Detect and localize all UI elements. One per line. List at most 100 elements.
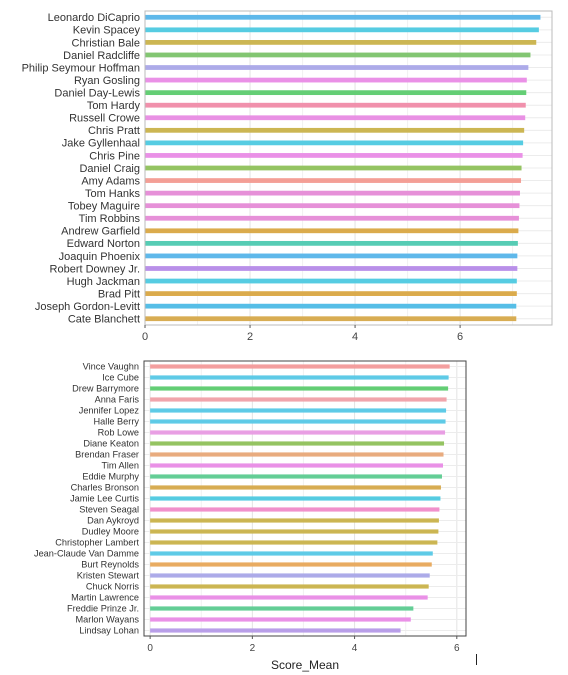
category-label: Drew Barrymore <box>72 384 139 394</box>
bar <box>145 215 519 221</box>
x-tick-label: 4 <box>352 331 358 343</box>
category-label: Edward Norton <box>67 238 140 250</box>
category-label: Christopher Lambert <box>55 538 139 548</box>
category-label: Tobey Maguire <box>68 201 140 213</box>
x-tick-label: 0 <box>147 643 153 654</box>
category-label: Hugh Jackman <box>67 276 140 288</box>
bar <box>145 253 518 259</box>
category-label: Vince Vaughn <box>83 362 139 372</box>
bar <box>145 190 520 196</box>
bar <box>145 140 524 146</box>
category-label: Russell Crowe <box>69 113 140 125</box>
x-tick-label: 4 <box>352 643 358 654</box>
x-tick-label: 2 <box>250 643 256 654</box>
category-label: Tim Robbins <box>79 213 141 225</box>
category-label: Ice Cube <box>102 373 139 383</box>
category-label: Ryan Gosling <box>74 75 140 87</box>
bar <box>145 291 517 296</box>
x-tick-label: 6 <box>457 331 463 343</box>
bar <box>150 474 442 479</box>
category-label: Halle Berry <box>94 417 140 427</box>
bar <box>145 303 517 309</box>
category-label: Robert Downey Jr. <box>50 263 140 275</box>
category-label: Amy Adams <box>81 175 140 187</box>
category-label: Cate Blanchett <box>68 314 140 326</box>
bar <box>150 518 439 523</box>
category-label: Daniel Craig <box>79 163 140 175</box>
bar <box>145 14 541 20</box>
category-label: Anna Faris <box>95 395 140 405</box>
category-label: Kristen Stewart <box>77 571 140 581</box>
bar <box>145 240 518 246</box>
bar <box>150 573 430 578</box>
category-label: Brendan Fraser <box>75 450 139 460</box>
bar <box>145 278 517 284</box>
panel-border <box>144 10 553 326</box>
category-label: Chris Pratt <box>88 125 140 137</box>
category-label: Lindsay Lohan <box>79 626 139 636</box>
category-label: Jamie Lee Curtis <box>70 494 139 504</box>
category-label: Dan Aykroyd <box>87 516 139 526</box>
bar <box>150 496 441 501</box>
bar <box>150 463 443 468</box>
x-tick-label: 2 <box>247 331 253 343</box>
category-label: Philip Seymour Hoffman <box>22 62 140 74</box>
bar <box>145 115 526 121</box>
bar <box>145 77 527 83</box>
category-label: Joseph Gordon-Levitt <box>35 301 140 313</box>
category-label: Freddie Prinze Jr. <box>67 604 139 614</box>
bar <box>150 375 449 380</box>
bar <box>145 316 517 322</box>
category-label: Jake Gyllenhaal <box>62 138 140 150</box>
text-cursor-mark <box>476 654 477 665</box>
bar <box>145 203 520 209</box>
bar <box>145 90 527 96</box>
bar <box>150 364 450 369</box>
bar <box>150 452 444 457</box>
bar <box>150 386 449 391</box>
category-label: Kevin Spacey <box>73 25 141 37</box>
bar <box>150 595 428 600</box>
bar <box>150 397 447 402</box>
category-label: Tom Hanks <box>85 188 141 200</box>
bar <box>145 165 522 171</box>
category-label: Marlon Wayans <box>76 615 140 625</box>
bar <box>150 507 440 512</box>
bar <box>145 266 518 271</box>
category-label: Chuck Norris <box>86 582 139 592</box>
bar <box>150 584 429 589</box>
category-label: Brad Pitt <box>98 288 140 300</box>
bar <box>145 127 525 133</box>
category-label: Christian Bale <box>72 37 140 49</box>
bar <box>150 562 432 567</box>
bar <box>145 40 537 45</box>
category-label: Dudley Moore <box>82 527 139 537</box>
category-label: Rob Lowe <box>98 428 139 438</box>
category-label: Leonardo DiCaprio <box>48 12 140 24</box>
category-label: Tim Allen <box>102 461 139 471</box>
bar <box>150 485 441 490</box>
category-label: Joaquin Phoenix <box>59 251 141 263</box>
category-label: Jennifer Lopez <box>79 406 140 416</box>
category-label: Andrew Garfield <box>61 226 140 238</box>
bar <box>150 430 446 435</box>
bar <box>150 408 447 413</box>
x-tick-label: 6 <box>454 643 460 654</box>
category-label: Eddie Murphy <box>82 472 139 482</box>
bar <box>150 540 438 545</box>
category-label: Tom Hardy <box>87 100 141 112</box>
bar <box>145 27 539 33</box>
x-axis-title: Score_Mean <box>271 658 339 672</box>
bar <box>145 65 529 70</box>
category-label: Martin Lawrence <box>71 593 139 603</box>
category-label: Burt Reynolds <box>81 560 139 570</box>
x-tick-label: 0 <box>142 331 148 343</box>
bar <box>145 102 526 108</box>
bar <box>145 228 519 234</box>
category-label: Chris Pine <box>89 150 140 162</box>
bar <box>150 617 411 622</box>
bar <box>145 178 522 183</box>
bar <box>150 606 414 611</box>
